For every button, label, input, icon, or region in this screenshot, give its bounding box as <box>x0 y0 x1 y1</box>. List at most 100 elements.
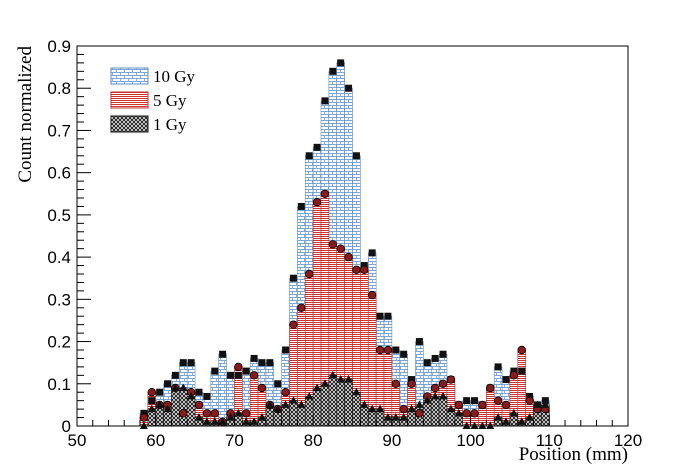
point-10-gy <box>203 392 211 400</box>
point-1-gy <box>281 400 290 408</box>
x-axis-title: Position (mm) <box>519 444 628 465</box>
point-1-gy <box>352 387 361 396</box>
point-1-gy <box>313 383 322 391</box>
point-1-gy <box>163 404 172 413</box>
point-5-gy <box>478 400 487 410</box>
series-1-gy-markers <box>139 370 550 429</box>
point-1-gy <box>383 413 392 421</box>
point-5-gy <box>336 244 345 253</box>
point-10-gy <box>337 59 345 67</box>
point-10-gy <box>352 152 360 160</box>
bar-1-gy <box>438 396 448 427</box>
point-1-gy <box>376 404 385 413</box>
point-5-gy <box>430 383 440 393</box>
point-5-gy <box>194 400 204 410</box>
x-tick-label: 70 <box>225 431 244 450</box>
point-10-gy <box>415 338 423 346</box>
point-10-gy <box>211 367 219 375</box>
y-tick-label: 0 <box>62 417 71 436</box>
x-tick-label: 120 <box>614 431 642 450</box>
point-10-gy <box>360 262 368 270</box>
point-5-gy <box>297 303 306 312</box>
point-1-gy <box>423 396 432 404</box>
bar-10-gy <box>218 353 227 427</box>
point-1-gy <box>257 413 266 421</box>
point-1-gy <box>462 421 471 429</box>
point-10-gy <box>439 350 447 358</box>
point-1-gy <box>541 400 550 408</box>
point-5-gy <box>509 371 519 380</box>
point-5-gy <box>210 409 219 418</box>
point-10-gy <box>219 350 227 358</box>
point-10-gy <box>431 354 439 362</box>
bar-1-gy <box>352 391 361 427</box>
point-1-gy <box>250 417 259 425</box>
y-tick-label: 0.5 <box>47 206 71 225</box>
point-10-gy <box>392 346 400 354</box>
y-tick-label: 0.1 <box>47 375 71 394</box>
point-1-gy <box>336 375 345 383</box>
point-5-gy <box>344 252 353 262</box>
point-5-gy <box>360 265 369 274</box>
point-10-gy <box>226 371 234 379</box>
point-1-gy <box>478 421 487 429</box>
legend: 10 Gy 5 Gy 1 Gy <box>110 67 196 134</box>
x-tick-label: 50 <box>68 431 87 450</box>
point-1-gy <box>234 408 243 417</box>
y-tick-label: 0.4 <box>47 248 71 267</box>
point-10-gy <box>258 359 266 367</box>
legend-label: 10 Gy <box>153 67 196 86</box>
point-5-gy <box>320 189 330 198</box>
point-1-gy <box>187 391 196 400</box>
point-5-gy <box>383 345 393 355</box>
point-10-gy <box>282 346 290 354</box>
point-1-gy <box>320 379 329 387</box>
point-10-gy <box>471 397 479 405</box>
point-1-gy <box>525 413 534 421</box>
point-10-gy <box>510 367 518 375</box>
point-1-gy <box>289 396 298 404</box>
point-1-gy <box>360 400 369 408</box>
x-tick-label: 110 <box>536 431 563 450</box>
legend-swatch <box>110 67 149 85</box>
point-1-gy <box>431 391 440 400</box>
point-5-gy <box>312 198 322 207</box>
y-tick-label: 0.9 <box>47 37 71 56</box>
point-5-gy <box>407 379 416 388</box>
point-5-gy <box>470 409 479 418</box>
y-axis-title: Count normalized <box>15 46 36 183</box>
point-10-gy <box>140 409 148 417</box>
point-1-gy <box>265 400 274 408</box>
legend-item-10-gy: 10 Gy <box>110 67 196 86</box>
point-10-gy <box>526 392 534 400</box>
point-1-gy <box>297 400 306 408</box>
point-5-gy <box>234 362 243 372</box>
y-tick-label: 0.6 <box>47 164 71 183</box>
point-10-gy <box>408 376 416 384</box>
point-10-gy <box>400 350 408 358</box>
point-10-gy <box>266 359 274 367</box>
bar-1-gy <box>179 387 188 427</box>
axes-layer: 50 60 70 80 90 100 110 120 0 0.1 0.2 0.3 0.4 0.5 0.6 0.… <box>47 37 642 450</box>
point-5-gy <box>202 409 212 418</box>
point-5-gy <box>446 375 456 384</box>
point-10-gy <box>289 274 297 282</box>
point-5-gy <box>525 396 534 405</box>
bar-1-gy <box>328 375 338 427</box>
point-5-gy <box>399 404 408 414</box>
point-5-gy <box>375 345 385 355</box>
bar-1-gy <box>336 379 345 427</box>
point-10-gy <box>494 363 502 371</box>
point-5-gy <box>289 320 298 329</box>
point-5-gy <box>328 240 338 249</box>
point-1-gy <box>533 400 542 408</box>
y-tick-label: 0.7 <box>47 121 71 140</box>
point-5-gy <box>249 371 259 380</box>
point-5-gy <box>501 400 511 410</box>
point-5-gy <box>493 396 503 405</box>
point-10-gy <box>313 143 321 151</box>
point-1-gy <box>202 417 211 425</box>
point-10-gy <box>376 312 384 320</box>
point-5-gy <box>305 269 314 279</box>
